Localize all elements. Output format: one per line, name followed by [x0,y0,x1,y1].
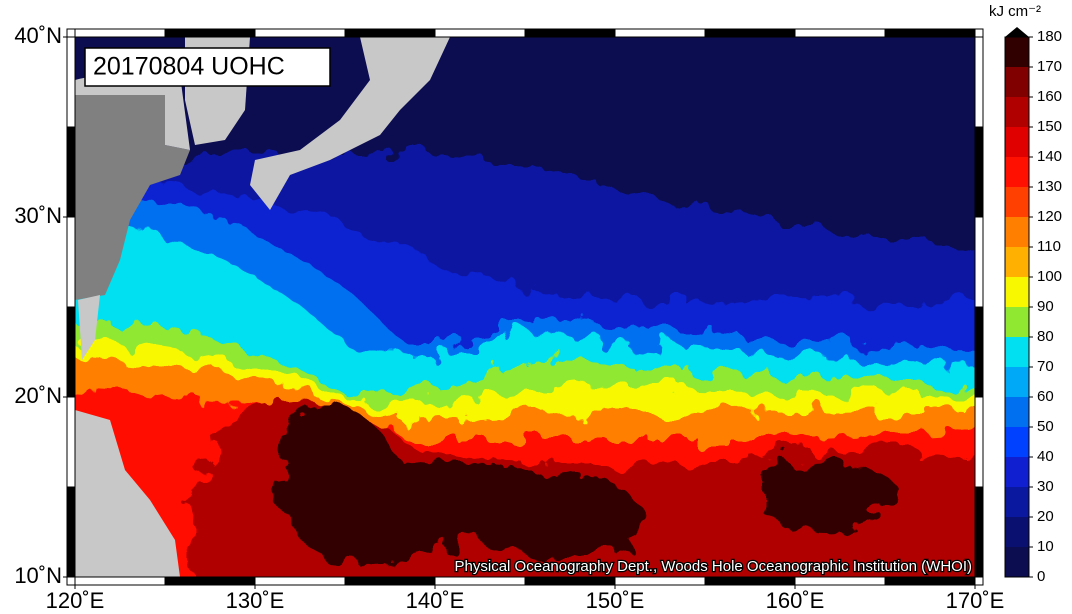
lat-tick-label: 10˚N [14,563,62,588]
frame-segment [254,28,346,38]
credit: Physical Oceanography Dept., Woods Hole … [455,558,972,575]
title-box [84,47,331,87]
colorbar-tick-label: 80 [1037,328,1054,345]
colorbar-tick-label: 180 [1037,28,1062,45]
frame-segment [974,126,984,218]
colorbar-bin [1005,277,1029,307]
frame-segment [614,28,706,38]
colorbar-tick-label: 120 [1037,208,1062,225]
colorbar-tick-label: 60 [1037,388,1054,405]
colorbar-bin [1005,427,1029,457]
frame-segment [974,486,984,578]
frame-segment [74,576,166,586]
colorbar-bin [1005,247,1029,277]
colorbar-tick-label: 110 [1037,238,1061,255]
colorbar-bin [1005,517,1029,547]
colorbar-bin [1005,157,1029,187]
colorbar-tick-label: 100 [1037,268,1062,285]
colorbar-tick-label: 30 [1037,478,1054,495]
frame-segment [254,576,346,586]
lat-tick-label: 30˚N [14,203,62,228]
colorbar-bin [1005,547,1029,577]
colorbar-bin [1005,367,1029,397]
frame-segment [164,576,256,586]
frame-segment [884,28,976,38]
colorbar-bin [1005,397,1029,427]
colorbar-unit: kJ cm⁻² [989,3,1041,20]
colorbar-bin [1005,217,1029,247]
ohc-field [75,37,975,577]
lon-tick-label: 170˚E [946,588,1005,613]
frame-segment [524,28,616,38]
colorbar-tick-label: 160 [1037,88,1062,105]
frame-segment [66,126,76,218]
frame-segment [794,576,886,586]
colorbar-bin [1005,337,1029,367]
frame-segment [614,576,706,586]
colorbar-bin [1005,37,1029,67]
colorbar-bin [1005,187,1029,217]
frame-segment [344,28,436,38]
frame-segment [66,216,76,308]
lon-tick-label: 140˚E [406,588,465,613]
colorbar-bin [1005,307,1029,337]
colorbar-bin [1005,67,1029,97]
frame-segment [974,36,984,128]
colorbar-tick-label: 40 [1037,448,1054,465]
colorbar-tick-label: 70 [1037,358,1054,375]
frame-segment [794,28,886,38]
frame-segment [66,36,76,128]
colorbar-bin [1005,127,1029,157]
colorbar-tick-label: 90 [1037,298,1054,315]
colorbar-tick-label: 140 [1037,148,1062,165]
colorbar-bin [1005,457,1029,487]
frame-segment [884,576,976,586]
colorbar-tick-label: 0 [1037,568,1045,585]
frame-segment [704,576,796,586]
colorbar-tick-label: 10 [1037,538,1054,555]
colorbar-bin [1005,487,1029,517]
frame-outline [66,28,984,586]
frame-segment [164,28,256,38]
colorbar-tick-label: 50 [1037,418,1054,435]
frame-segment [66,396,76,488]
colorbar-overflow [1005,27,1029,37]
frame-segment [704,28,796,38]
colorbar-tick-label: 150 [1037,118,1062,135]
lon-tick-label: 130˚E [226,588,285,613]
frame-segment [434,576,526,586]
frame-segment [74,28,166,38]
frame-segment [434,28,526,38]
lon-tick-label: 150˚E [586,588,645,613]
map-frame [66,28,984,586]
map-title: 20170804 UOHC [93,53,285,81]
frame-segment [974,306,984,398]
frame-segment [66,306,76,398]
frame-segment [524,576,616,586]
frame-segment [344,576,436,586]
colorbar-bin [1005,97,1029,127]
frame-segment [974,396,984,488]
frame-segment [66,486,76,578]
colorbar-tick-label: 20 [1037,508,1054,525]
lat-tick-label: 40˚N [14,23,62,48]
frame-segment [974,216,984,308]
colorbar-tick-label: 130 [1037,178,1062,195]
lon-tick-label: 120˚E [46,588,105,613]
colorbar-tick-label: 170 [1037,58,1062,75]
lat-tick-label: 20˚N [14,383,62,408]
lon-tick-label: 160˚E [766,588,825,613]
